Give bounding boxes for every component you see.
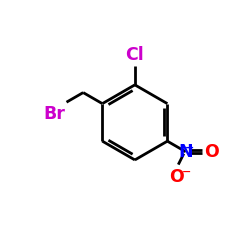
Text: Br: Br xyxy=(44,105,66,123)
Text: N: N xyxy=(178,143,193,161)
Text: O: O xyxy=(204,143,219,161)
Text: −: − xyxy=(182,167,191,177)
Text: O: O xyxy=(169,168,184,186)
Text: +: + xyxy=(185,143,194,153)
Text: Cl: Cl xyxy=(126,46,144,64)
